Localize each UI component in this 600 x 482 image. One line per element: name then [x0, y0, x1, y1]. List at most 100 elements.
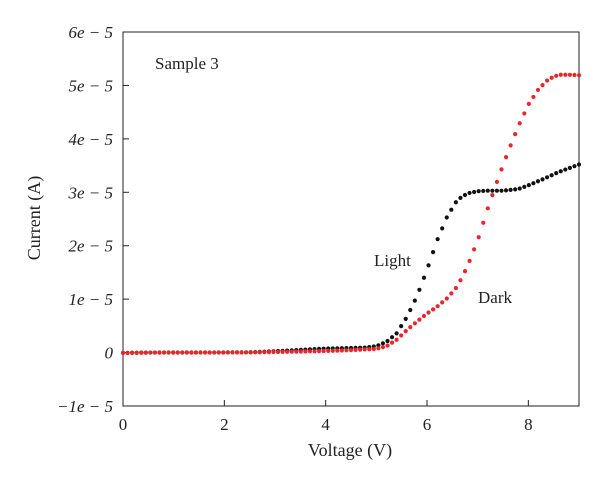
dark-data-point	[522, 111, 527, 116]
light-data-point	[394, 331, 399, 336]
light-data-point	[522, 184, 527, 189]
dark-data-point	[435, 304, 440, 309]
series-label-light: Light	[374, 251, 411, 270]
light-data-point	[499, 188, 504, 193]
light-data-point	[453, 200, 458, 205]
dark-data-point	[380, 344, 386, 350]
y-tick-label: 5e − 5	[68, 76, 113, 95]
dark-data-point	[421, 313, 427, 319]
dark-data-point	[202, 350, 208, 355]
dark-data-point	[467, 258, 472, 263]
dark-data-point	[462, 268, 468, 274]
dark-data-point	[280, 349, 285, 354]
light-data-point	[458, 195, 463, 200]
dark-data-point	[152, 350, 158, 355]
light-data-point	[544, 175, 550, 180]
dark-data-point	[148, 350, 153, 355]
y-tick-label: −1e − 5	[57, 397, 113, 416]
dark-data-point	[535, 87, 541, 93]
dark-data-point	[120, 350, 126, 356]
plot-border	[122, 31, 580, 407]
x-tick-label: 4	[321, 415, 330, 434]
dark-data-point	[316, 349, 322, 354]
dark-data-point	[430, 307, 436, 312]
light-data-point	[567, 165, 572, 170]
dark-data-point	[216, 350, 221, 355]
dark-data-point	[348, 348, 354, 353]
dark-data-point	[289, 349, 294, 354]
y-tick-label: 1e − 5	[68, 290, 113, 309]
dark-data-point	[225, 350, 230, 355]
axis-ticks: 0 2 4 6 8 −1e − 5 0 1e − 5 2e − 5 3e − 5 4e − 5 5e …	[57, 23, 533, 434]
dark-data-point	[494, 179, 500, 184]
light-data-point	[462, 192, 468, 198]
light-data-point	[444, 215, 449, 220]
dark-data-point	[408, 325, 413, 330]
light-data-point	[421, 275, 427, 280]
light-data-point	[531, 181, 536, 186]
light-data-point	[558, 169, 563, 174]
dark-data-point	[207, 350, 212, 355]
light-data-point	[389, 335, 395, 340]
dark-data-point	[554, 73, 559, 78]
dark-data-point	[526, 101, 531, 106]
light-data-point	[467, 190, 472, 196]
dark-data-point	[544, 78, 550, 83]
dark-data-point	[175, 350, 180, 355]
light-data-point	[435, 237, 440, 242]
plot-frame	[122, 31, 580, 407]
dark-data-point	[312, 349, 317, 354]
dark-data-point	[326, 348, 331, 353]
light-data-point	[503, 188, 509, 193]
dark-data-point	[266, 350, 272, 355]
y-tick-label: 6e − 5	[68, 23, 113, 42]
dark-data-point	[476, 235, 481, 240]
dark-data-point	[193, 350, 199, 355]
dark-data-point	[394, 337, 399, 342]
dark-data-point	[503, 155, 509, 160]
light-data-point	[563, 167, 568, 172]
light-data-point	[449, 207, 454, 212]
light-data-point	[490, 188, 495, 193]
dark-data-point	[303, 349, 308, 354]
dark-data-point	[271, 349, 276, 355]
dark-data-point	[139, 350, 144, 355]
light-data-point	[385, 338, 390, 344]
light-data-point	[430, 250, 436, 255]
dark-data-point	[275, 349, 281, 355]
dark-data-point	[412, 321, 417, 326]
dark-data-point	[353, 347, 358, 353]
light-data-point	[380, 341, 386, 346]
light-data-point	[472, 189, 477, 195]
dark-data-point	[576, 73, 582, 78]
dark-data-point	[130, 350, 135, 355]
dark-data-point	[517, 121, 522, 126]
dark-data-point	[490, 192, 495, 198]
dark-data-point	[212, 350, 217, 355]
dark-data-point	[362, 347, 367, 352]
x-tick-label: 6	[423, 415, 432, 434]
dark-data-point	[499, 167, 504, 172]
dark-data-point	[371, 346, 376, 352]
dark-data-point	[481, 220, 486, 225]
light-data-point	[494, 188, 500, 193]
dark-data-point	[244, 350, 249, 355]
dark-data-point	[134, 350, 139, 355]
light-data-point	[513, 187, 518, 192]
dark-data-point	[453, 285, 458, 291]
light-data-point	[417, 287, 422, 292]
dark-data-point	[307, 349, 313, 354]
light-data-point	[376, 343, 381, 348]
y-axis-label: Current (A)	[24, 176, 45, 260]
dark-data-point	[189, 350, 194, 355]
dark-data-point	[449, 291, 454, 296]
light-data-point	[440, 226, 445, 231]
light-data-point	[408, 307, 413, 313]
dark-data-point	[531, 94, 536, 100]
dark-data-point	[285, 349, 290, 354]
light-data-point	[476, 189, 481, 194]
dark-data-point	[389, 340, 395, 345]
y-tick-label: 4e − 5	[68, 130, 113, 149]
dark-data-point	[248, 350, 253, 355]
light-data-point	[412, 298, 417, 303]
